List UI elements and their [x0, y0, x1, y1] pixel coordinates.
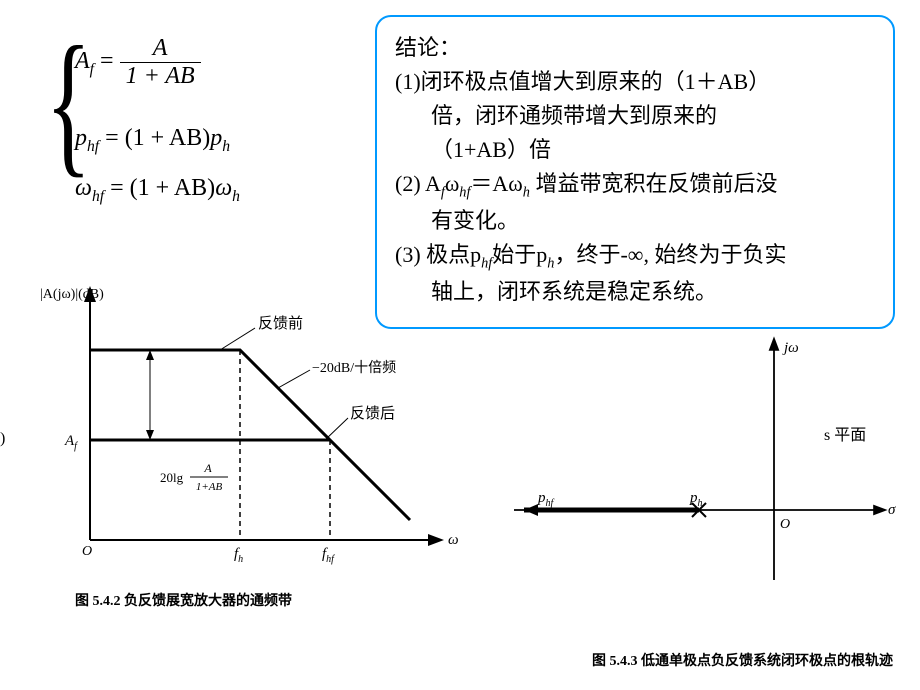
bode-slope-label: −20dB/十倍频 — [312, 360, 396, 376]
bode-gain-pre: 20lg — [160, 470, 184, 485]
root-locus-jw: jω — [782, 340, 799, 356]
bode-gain-num: A — [203, 461, 212, 475]
eq2-sym: p — [210, 125, 222, 151]
stray-paren: ) — [0, 430, 5, 448]
root-locus-phf: phf — [537, 490, 555, 509]
conclusion-item-2: (2) Afωhf＝Aωh 增益带宽积在反馈前后没有变化。 — [395, 167, 795, 238]
equation-3: ωhf = (1 + AB)ωh — [75, 175, 240, 206]
bode-origin: O — [82, 544, 92, 559]
conclusion-item-1: (1)闭环极点值增大到原来的（1＋AB）倍，闭环通频带增大到原来的（1+AB）倍 — [395, 65, 795, 167]
root-locus-origin: O — [780, 517, 790, 532]
root-locus-plane: s 平面 — [824, 427, 866, 444]
eq2-factor: (1 + AB) — [125, 125, 211, 151]
root-locus-svg: jω σ s 平面 phf ph O — [504, 330, 904, 590]
conclusion-label: 结论： — [395, 31, 479, 65]
root-locus-chart: jω σ s 平面 phf ph O — [504, 330, 904, 630]
eq3-sym: ω — [215, 175, 232, 201]
eq2-lhs-sub: hf — [87, 138, 99, 155]
bode-label-after: 反馈后 — [350, 405, 395, 422]
eq1-den: 1 + AB — [120, 63, 201, 90]
eq3-lhs: ω — [75, 175, 92, 201]
bode-fh: fh — [234, 546, 243, 565]
bode-ylabel: |A(jω)|(dB) — [40, 287, 104, 302]
bode-chart: |A(jω)|(dB) 反馈前 −20dB/十倍频 反馈后 Af O fh fh… — [10, 280, 470, 600]
figure-caption-1: 图 5.4.2 负反馈展宽放大器的通频带 — [75, 590, 292, 610]
eq3-factor: (1 + AB) — [130, 175, 216, 201]
bode-fhf: fhf — [322, 546, 335, 565]
eq2-lhs: p — [75, 125, 87, 151]
equation-2: phf = (1 + AB)ph — [75, 125, 230, 156]
eq1-num: A — [120, 35, 201, 63]
eq1-lhs: A — [75, 48, 90, 74]
root-locus-sigma: σ — [888, 502, 896, 518]
bode-xaxis-sym: ω — [448, 532, 459, 548]
eq3-sub: h — [232, 188, 240, 205]
bode-svg: |A(jω)|(dB) 反馈前 −20dB/十倍频 反馈后 Af O fh fh… — [10, 280, 470, 580]
bode-label-before: 反馈前 — [258, 315, 303, 332]
bode-af-label: Af — [64, 433, 78, 452]
figure-caption-2: 图 5.4.3 低通单极点负反馈系统闭环极点的根轨迹 — [592, 650, 893, 670]
conclusion-body: (1)闭环极点值增大到原来的（1＋AB）倍，闭环通频带增大到原来的（1+AB）倍… — [395, 65, 795, 309]
equation-1: Af = A 1 + AB — [75, 35, 201, 90]
bode-gain-den: 1+AB — [196, 481, 223, 493]
eq1-lhs-sub: f — [90, 61, 94, 78]
eq3-lhs-sub: hf — [92, 188, 104, 205]
equations-block: { Af = A 1 + AB phf = (1 + AB)ph ωhf = (… — [20, 20, 360, 220]
eq2-sub: h — [222, 138, 230, 155]
